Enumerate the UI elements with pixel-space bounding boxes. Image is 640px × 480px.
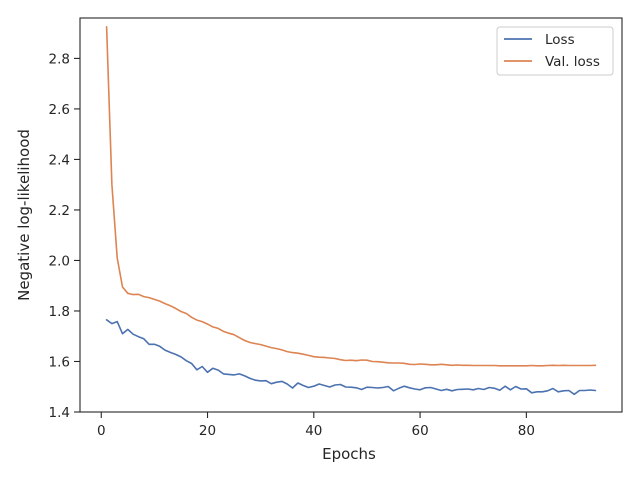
y-tick-label: 2.2 [49,203,70,219]
y-axis-label: Negative log-likelihood [15,129,33,301]
x-tick-label: 40 [305,423,322,439]
y-tick-label: 2.0 [49,253,70,269]
x-tick-label: 0 [97,423,106,439]
x-tick-label: 20 [199,423,216,439]
series-line-loss [105,318,597,396]
legend: Loss Val. loss [496,26,614,76]
y-tick-label: 1.6 [49,354,70,370]
x-tick-label: 60 [411,423,428,439]
y-tick-label: 2.4 [49,152,70,168]
plot-frame [79,17,623,413]
y-tick-label: 2.6 [49,102,70,118]
series-line-val-loss [105,25,597,367]
x-tick-label: 80 [518,423,535,439]
x-axis-label: Epochs [322,445,376,463]
legend-label-val-loss: Val. loss [545,54,600,70]
lines-layer [105,25,597,396]
y-tick-label: 1.8 [49,304,70,320]
y-tick-label: 1.4 [49,405,70,421]
legend-label-loss: Loss [545,32,575,48]
ticks-layer: 0 20 40 60 80 1.4 1.6 1.8 2.0 2.2 2.4 2.6 2.8 [49,51,535,439]
y-tick-label: 2.8 [49,51,70,67]
